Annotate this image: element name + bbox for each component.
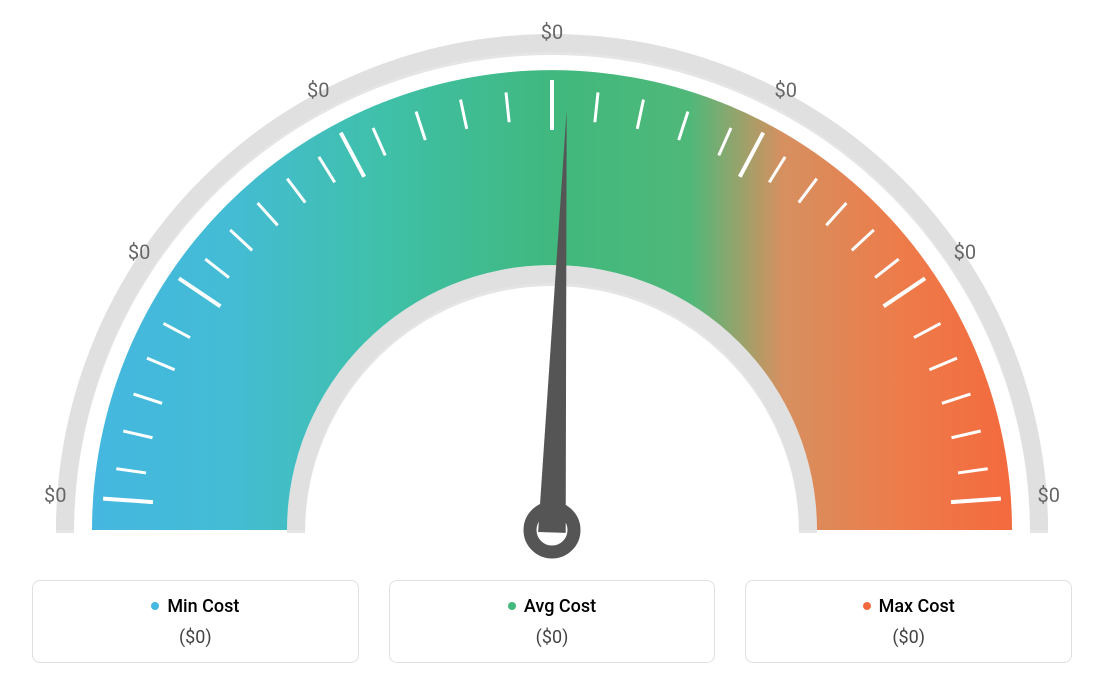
legend-label-min: Min Cost <box>167 596 239 617</box>
gauge-tick-label: $0 <box>44 483 66 507</box>
legend-title-max: Max Cost <box>863 596 955 617</box>
gauge-tick-label: $0 <box>1038 483 1060 507</box>
gauge-tick-label: $0 <box>954 240 976 264</box>
gauge-tick-label: $0 <box>541 20 563 44</box>
legend-dot-min <box>151 602 159 610</box>
legend-label-max: Max Cost <box>879 596 955 617</box>
legend-title-avg: Avg Cost <box>508 596 596 617</box>
gauge-tick-label: $0 <box>307 78 329 102</box>
gauge-tick-label: $0 <box>775 78 797 102</box>
gauge-svg <box>22 10 1082 570</box>
legend-card-min: Min Cost ($0) <box>32 580 359 663</box>
legend-value-min: ($0) <box>43 627 348 648</box>
legend-value-max: ($0) <box>756 627 1061 648</box>
gauge-chart-container: $0 $0 $0 $0 $0 $0 $0 Min Cost ($0) Avg Cost ($… <box>0 0 1104 690</box>
legend-dot-max <box>863 602 871 610</box>
gauge-area: $0 $0 $0 $0 $0 $0 $0 <box>22 10 1082 570</box>
legend-title-min: Min Cost <box>151 596 239 617</box>
legend-card-max: Max Cost ($0) <box>745 580 1072 663</box>
legend-value-avg: ($0) <box>400 627 705 648</box>
legend-label-avg: Avg Cost <box>524 596 596 617</box>
legend-card-avg: Avg Cost ($0) <box>389 580 716 663</box>
legend-dot-avg <box>508 602 516 610</box>
gauge-tick-label: $0 <box>128 240 150 264</box>
legend-row: Min Cost ($0) Avg Cost ($0) Max Cost ($0… <box>32 580 1072 663</box>
